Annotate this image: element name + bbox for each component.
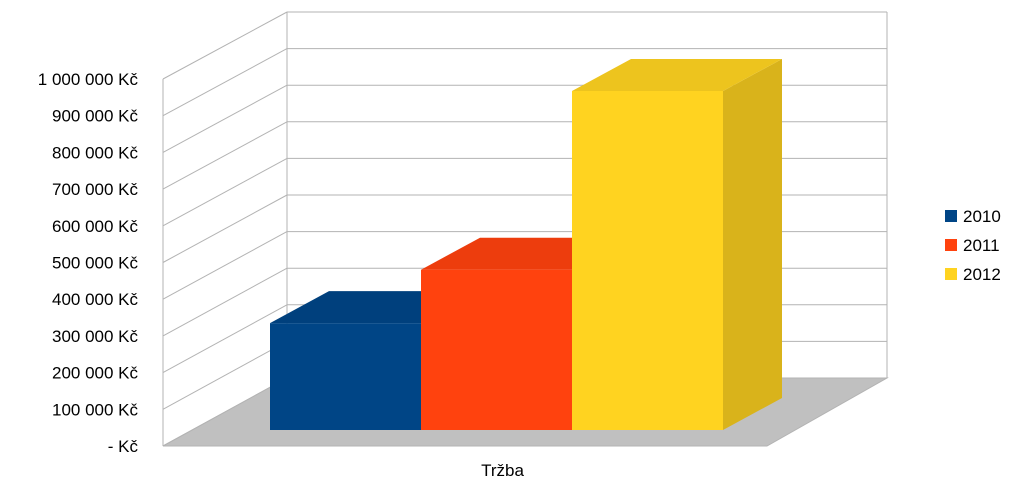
gridline-side (162, 231, 288, 300)
legend: 2010 2011 2012 (945, 207, 1001, 284)
bar-top-2012 (572, 59, 782, 91)
y-tick-label: 600 000 Kč (52, 217, 139, 236)
legend-label-2010: 2010 (963, 207, 1001, 226)
y-tick-label: - Kč (108, 437, 139, 456)
y-tick-label: 700 000 Kč (52, 180, 139, 199)
legend-label-2011: 2011 (963, 236, 1000, 255)
x-axis-tick-labels: Tržba (481, 461, 524, 480)
x-tick-label: Tržba (481, 461, 524, 480)
gridline-side (162, 194, 288, 263)
gridline-side (162, 84, 288, 153)
bar-2011 (421, 269, 572, 430)
gridline-side (162, 340, 288, 410)
y-tick-label: 100 000 Kč (52, 400, 139, 419)
legend-label-2012: 2012 (963, 265, 1001, 284)
gridline-side (162, 157, 288, 227)
bars (270, 59, 782, 430)
y-axis-tick-labels: - Kč 100 000 Kč 200 000 Kč 300 000 Kč 400 00… (38, 70, 139, 456)
gridline-side (162, 121, 288, 190)
y-tick-label: 1 000 000 Kč (38, 70, 139, 89)
y-tick-label: 200 000 Kč (52, 364, 139, 383)
legend-swatch-2011 (945, 239, 957, 251)
y-tick-label: 500 000 Kč (52, 254, 139, 273)
bar-2012 (572, 91, 723, 430)
y-tick-label: 300 000 Kč (52, 327, 139, 346)
gridline-side (162, 267, 288, 337)
legend-swatch-2010 (945, 210, 957, 222)
gridline-side (162, 48, 288, 117)
y-tick-label: 800 000 Kč (52, 143, 139, 162)
gridline-side (162, 304, 288, 374)
bar-side-2012 (723, 59, 782, 430)
legend-swatch-2012 (945, 268, 957, 280)
bar-2010 (270, 323, 421, 430)
y-tick-label: 900 000 Kč (52, 107, 139, 126)
y-tick-label: 400 000 Kč (52, 290, 139, 309)
gridline-side (162, 11, 288, 80)
